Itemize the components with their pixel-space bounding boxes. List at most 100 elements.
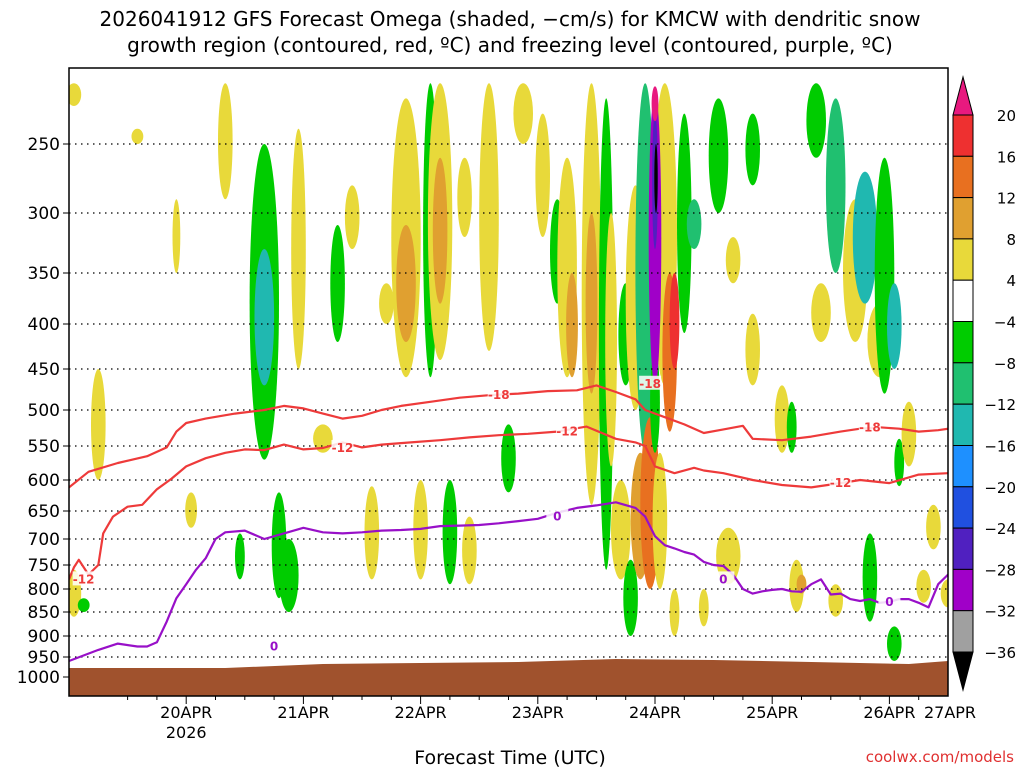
omega-cell (894, 438, 905, 487)
omega-cell (535, 113, 550, 237)
colorbar-label: 4 (1006, 272, 1016, 290)
colorbar-label: −16 (984, 437, 1016, 455)
y-tick-label: 1000 (17, 668, 60, 688)
omega-cell (432, 157, 448, 304)
y-tick-label: 700 (28, 530, 60, 550)
omega-cell (708, 98, 729, 213)
x-tick-label: 25APR (746, 703, 798, 722)
colorbar-swatch (952, 403, 974, 447)
omega-cell (396, 225, 416, 342)
colorbar: 20 16 12 8 4 −4 −8 −12 −16 −20 −24 −28 −32 −36 (952, 75, 1016, 692)
omega-cell (669, 273, 680, 369)
y-tick-label: 950 (28, 648, 60, 668)
contour-label: -12 (830, 476, 852, 490)
colorbar-label: 20 (997, 107, 1016, 125)
contour-label: 0 (885, 595, 893, 609)
contour-label-bg (858, 419, 881, 434)
omega-cell (745, 113, 760, 186)
omega-cell (457, 157, 472, 237)
y-tick-label: 400 (28, 315, 60, 335)
omega-cell (566, 273, 578, 378)
terrain-surface (69, 659, 948, 696)
omega-cell (669, 589, 680, 636)
omega-cell (774, 385, 790, 453)
omega-shading (69, 83, 948, 661)
chart-title-line1: 2026041912 GFS Forecast Omega (shaded, −… (100, 7, 921, 31)
colorbar-swatch (952, 155, 974, 199)
omega-cell (501, 424, 516, 493)
colorbar-swatch (952, 527, 974, 570)
y-tick-label: 900 (28, 627, 60, 647)
omega-cell (887, 283, 902, 369)
omega-cell (91, 369, 106, 480)
colorbar-label: −20 (984, 479, 1016, 497)
x-tick-label: 22APR (395, 703, 447, 722)
y-tick-label: 800 (28, 580, 60, 600)
terrain-fill (69, 659, 948, 696)
omega-cell (623, 559, 638, 637)
omega-cell (940, 579, 948, 608)
colorbar-label: −8 (994, 355, 1016, 373)
y-tick-label: 650 (28, 502, 60, 522)
omega-cell (291, 128, 306, 369)
omega-cell (254, 249, 275, 386)
contour-freezing-0 (69, 501, 948, 663)
omega-cell (513, 83, 533, 144)
contour-dgz--18 (69, 384, 948, 489)
x-tick-label: 21APR (277, 703, 329, 722)
colorbar-label: −36 (984, 644, 1016, 662)
omega-cell (77, 598, 90, 612)
omega-cell (745, 313, 760, 386)
colorbar-swatch (952, 568, 974, 612)
colorbar-label: −24 (984, 520, 1016, 538)
x-axis-title: Forecast Time (UTC) (414, 747, 605, 768)
y-tick-label: 600 (28, 471, 60, 491)
colorbar-swatch (952, 610, 974, 653)
colorbar-swatch (952, 362, 974, 405)
omega-cell (852, 171, 878, 304)
contour-label-bg (263, 638, 286, 653)
contour-label: -18 (488, 388, 510, 402)
colorbar-label: 8 (1006, 231, 1016, 249)
omega-core (654, 144, 658, 213)
omega-cell (235, 533, 245, 580)
colorbar-swatch (952, 114, 974, 157)
colorbar-bottom-arrow (952, 651, 974, 692)
omega-cell (172, 199, 181, 273)
omega-cell (806, 83, 826, 158)
omega-cell (828, 584, 843, 617)
y-axis: 250 300 350 400 450 500 550 600 650 700 750 800 850 9… (17, 135, 69, 688)
contour-label-bg (639, 375, 662, 390)
omega-cell (605, 213, 617, 467)
omega-cell (185, 492, 198, 528)
contour-label-bg (72, 571, 95, 586)
contour-label: -12 (332, 441, 354, 455)
contour-label: -12 (73, 572, 95, 586)
omega-cell (686, 199, 702, 250)
contour-label: -12 (556, 425, 578, 439)
y-tick-label: 250 (28, 135, 60, 155)
omega-cell (344, 185, 360, 249)
y-tick-label: 300 (28, 204, 60, 224)
omega-cell (698, 589, 709, 627)
x-tick-sublabel: 2026 (166, 723, 207, 742)
omega-cell (652, 452, 668, 589)
contour-label-bg (829, 475, 852, 490)
colorbar-label: −32 (984, 603, 1016, 621)
contour-label-bg (331, 440, 354, 455)
colorbar-swatch (952, 486, 974, 529)
x-tick-label: 23APR (512, 703, 564, 722)
omega-cell (887, 626, 902, 661)
omega-cell (901, 401, 917, 467)
omega-core (651, 86, 659, 122)
contour-label: 0 (719, 572, 727, 586)
colorbar-label: −12 (984, 396, 1016, 414)
omega-cell (716, 527, 741, 585)
omega-cell (585, 212, 598, 394)
omega-cell (926, 504, 941, 550)
omega-cell (379, 283, 394, 324)
omega-cell (825, 98, 846, 273)
